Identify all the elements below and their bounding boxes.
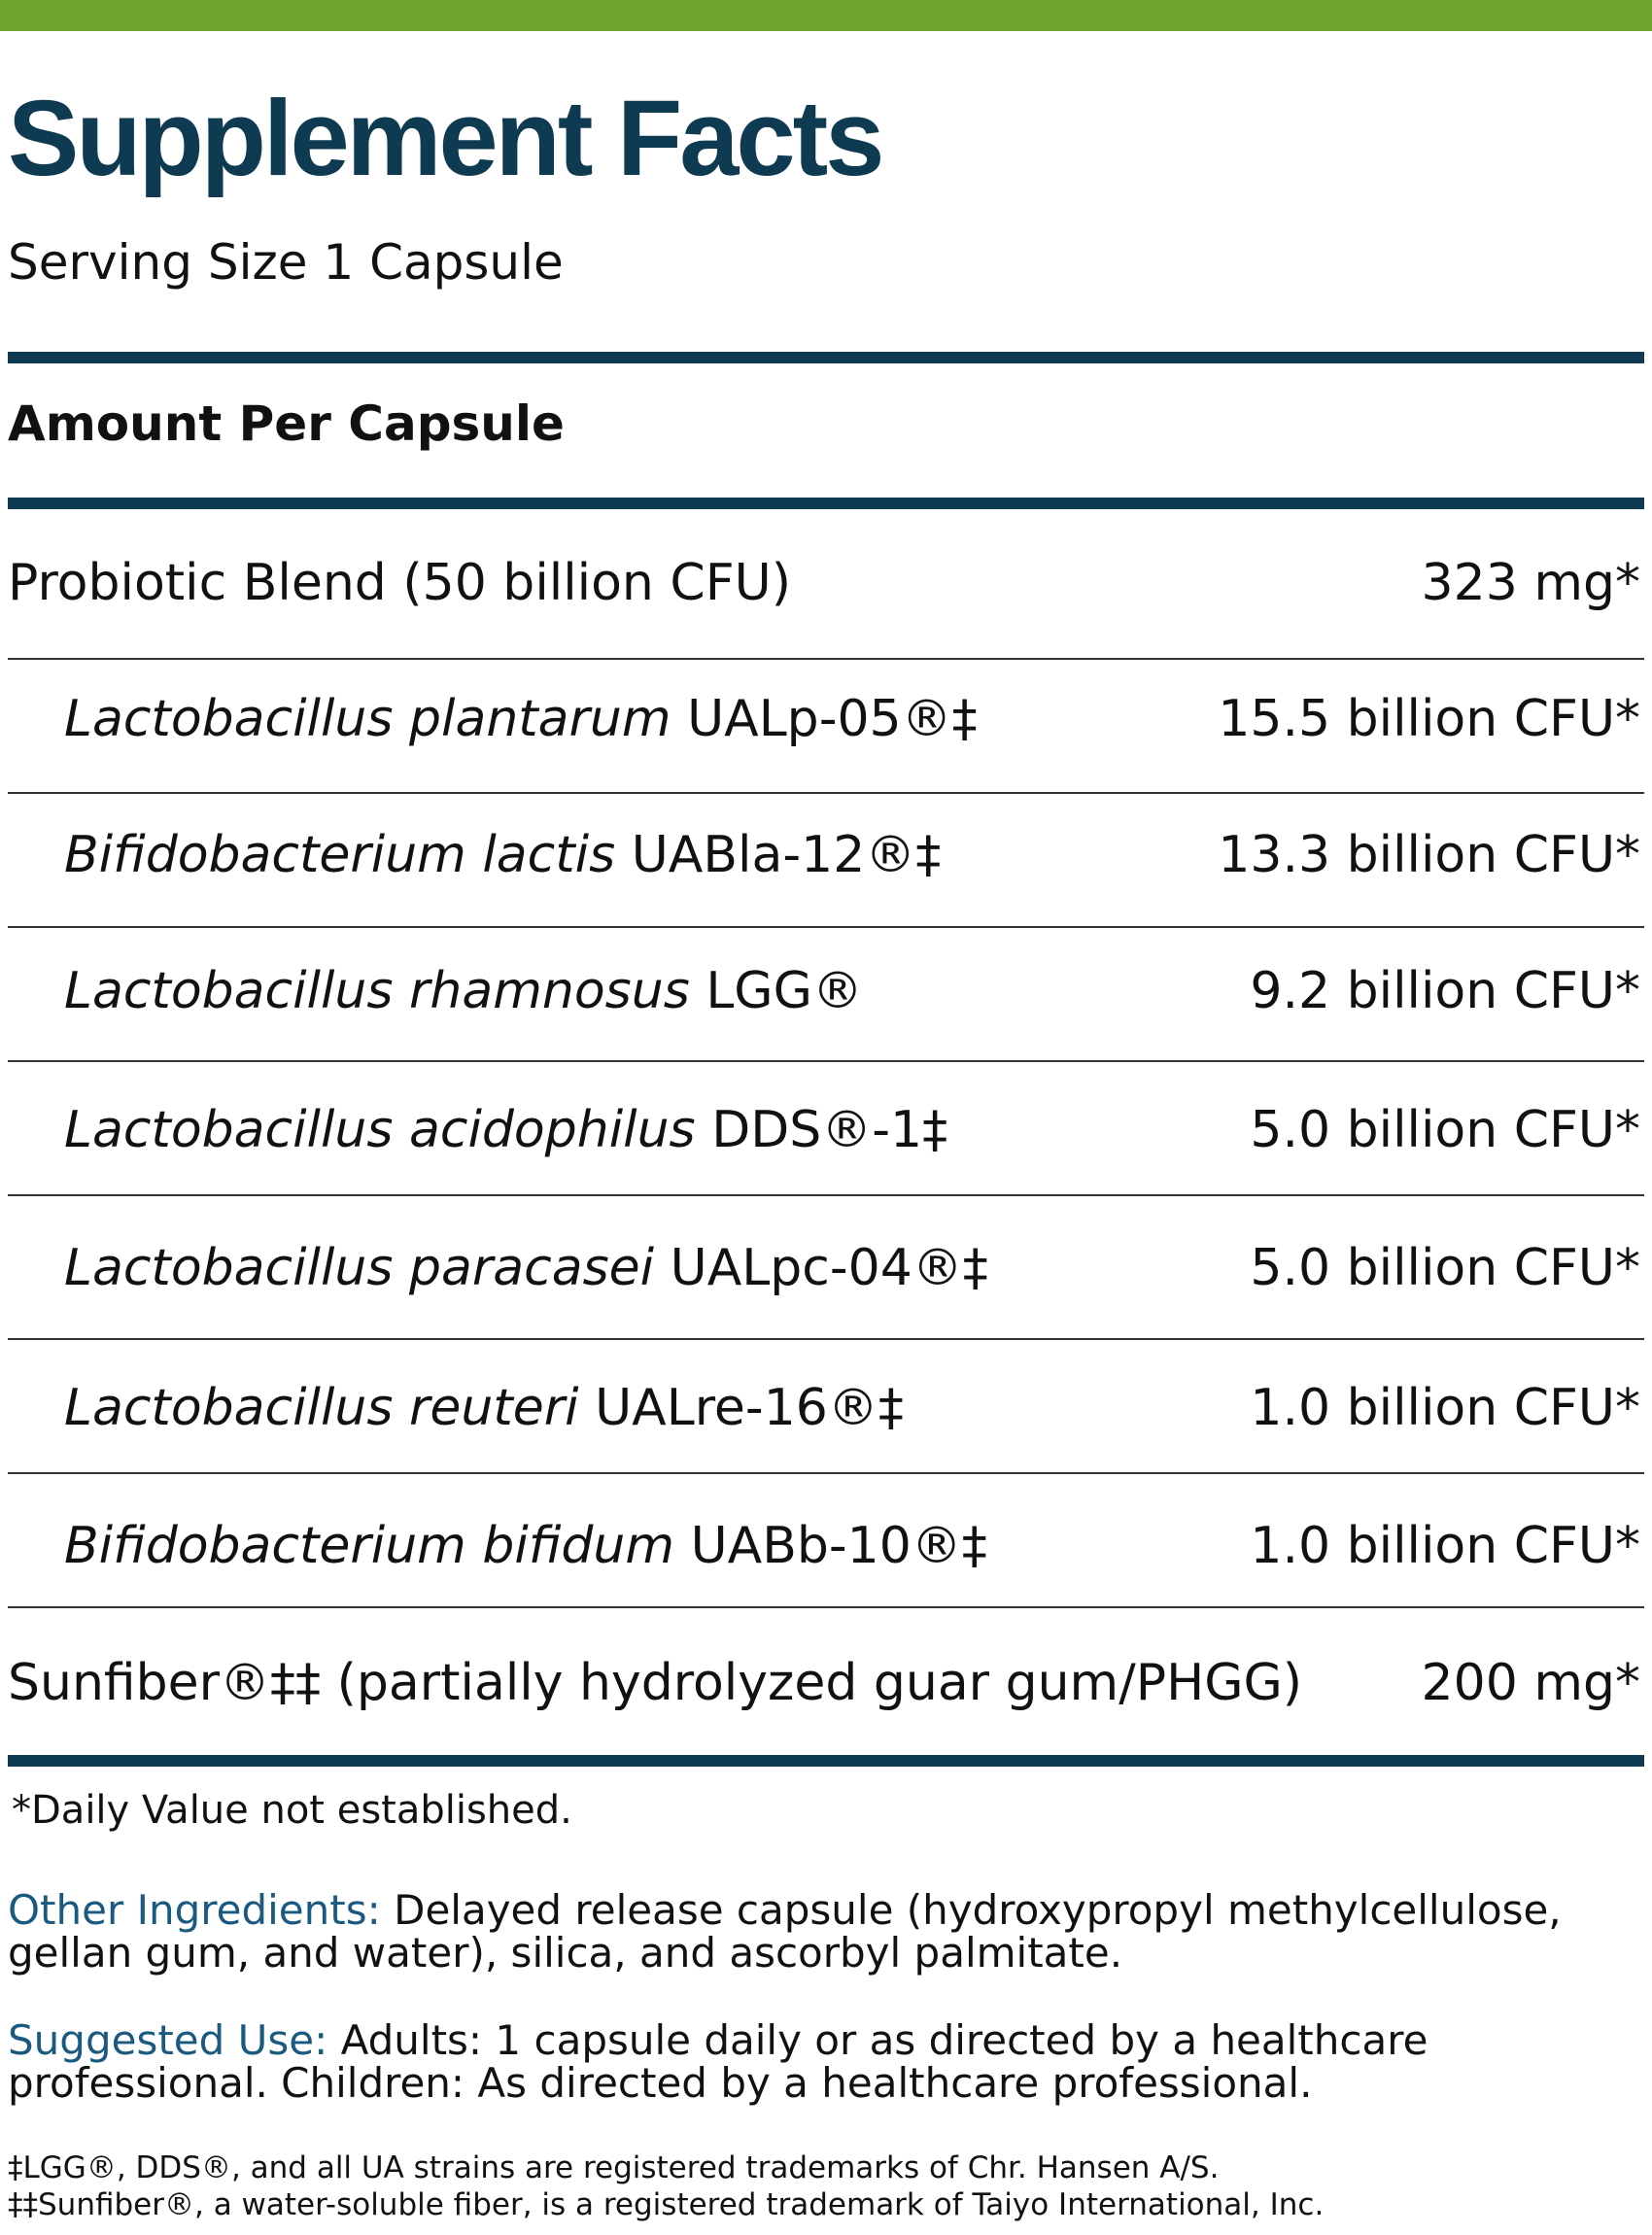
strain-name: Lactobacillus plantarum UALp-05®‡: [64, 685, 978, 753]
strain-amount: 5.0 billion CFU*: [1250, 1239, 1640, 1297]
trademark-notes: ‡LGG®, DDS®, and all UA strains are regi…: [8, 2149, 1640, 2223]
divider-thick: [8, 352, 1644, 363]
other-ingredients-text: Delayed release capsule (hydroxypropyl m…: [8, 1886, 1562, 1977]
divider-thick: [8, 498, 1644, 509]
strain-amount: 5.0 billion CFU*: [1250, 1101, 1640, 1159]
strain-id: DDS®-1‡: [711, 1101, 948, 1159]
strain-amount: 15.5 billion CFU*: [1218, 690, 1640, 748]
strain-name: Lactobacillus paracasei UALpc-04®‡: [64, 1234, 988, 1302]
suggested-use-text: Adults: 1 capsule daily or as directed b…: [8, 2016, 1428, 2107]
strain-row: Lactobacillus reuteri UALre-16®‡ 1.0 bil…: [8, 1374, 1640, 1442]
strain-id: UALpc-04®‡: [670, 1239, 988, 1297]
strain-row: Bifidobacterium lactis UABla-12®‡ 13.3 b…: [8, 821, 1640, 889]
divider-thin: [8, 792, 1644, 794]
page-title: Supplement Facts: [8, 79, 884, 198]
strain-row: Bifidobacterium bifidum UABb-10®‡ 1.0 bi…: [8, 1512, 1640, 1580]
strain-species: reuteri: [409, 1379, 579, 1437]
strain-id: UALre-16®‡: [595, 1379, 904, 1437]
strain-name: Bifidobacterium lactis UABla-12®‡: [64, 821, 941, 889]
strain-name: Bifidobacterium bifidum UABb-10®‡: [64, 1512, 987, 1580]
blend-name: Probiotic Blend (50 billion CFU): [8, 554, 791, 612]
strain-id: LGG®: [706, 962, 863, 1020]
strain-genus: Bifidobacterium: [64, 1517, 466, 1575]
serving-size: Serving Size 1 Capsule: [8, 234, 564, 291]
strain-species: lactis: [482, 826, 616, 884]
strain-amount: 13.3 billion CFU*: [1218, 826, 1640, 884]
strain-name: Lactobacillus rhamnosus LGG®: [64, 957, 863, 1025]
sunfiber-row: Sunfiber®‡‡ (partially hydrolyzed guar g…: [8, 1649, 1640, 1717]
strain-genus: Bifidobacterium: [64, 826, 466, 884]
other-ingredients-label: Other Ingredients:: [8, 1886, 381, 1934]
strain-species: acidophilus: [409, 1101, 696, 1159]
amount-per-capsule-header: Amount Per Capsule: [8, 395, 565, 452]
strain-row: Lactobacillus acidophilus DDS®-1‡ 5.0 bi…: [8, 1096, 1640, 1164]
strain-species: paracasei: [409, 1239, 655, 1297]
strain-id: UABb-10®‡: [690, 1517, 987, 1575]
sunfiber-name: Sunfiber®‡‡ (partially hydrolyzed guar g…: [8, 1654, 1303, 1712]
strain-row: Lactobacillus rhamnosus LGG® 9.2 billion…: [8, 957, 1640, 1025]
other-ingredients: Other Ingredients: Delayed release capsu…: [8, 1889, 1631, 1975]
strain-genus: Lactobacillus: [64, 1239, 394, 1297]
strain-amount: 9.2 billion CFU*: [1250, 962, 1640, 1020]
suggested-use-label: Suggested Use:: [8, 2016, 328, 2064]
strain-amount: 1.0 billion CFU*: [1250, 1517, 1640, 1575]
suggested-use: Suggested Use: Adults: 1 capsule daily o…: [8, 2019, 1631, 2105]
divider-thin: [8, 1606, 1644, 1608]
divider-thin: [8, 926, 1644, 928]
strain-id: UABla-12®‡: [631, 826, 942, 884]
blend-row: Probiotic Blend (50 billion CFU) 323 mg*: [8, 549, 1640, 617]
divider-thin: [8, 658, 1644, 660]
strain-genus: Lactobacillus: [64, 1101, 394, 1159]
strain-name: Lactobacillus acidophilus DDS®-1‡: [64, 1096, 947, 1164]
divider-thin: [8, 1338, 1644, 1340]
divider-thin: [8, 1194, 1644, 1196]
strain-genus: Lactobacillus: [64, 690, 394, 748]
strain-row: Lactobacillus plantarum UALp-05®‡ 15.5 b…: [8, 685, 1640, 753]
sunfiber-amount: 200 mg*: [1421, 1654, 1640, 1712]
divider-thin: [8, 1060, 1644, 1062]
strain-id: UALp-05®‡: [687, 690, 978, 748]
strain-name: Lactobacillus reuteri UALre-16®‡: [64, 1374, 904, 1442]
divider-thin: [8, 1472, 1644, 1474]
trademark-note: ‡‡Sunfiber®, a water-soluble fiber, is a…: [8, 2187, 1325, 2222]
divider-thick: [8, 1755, 1644, 1767]
blend-amount: 323 mg*: [1421, 554, 1640, 612]
daily-value-note: *Daily Value not established.: [12, 1788, 572, 1833]
strain-species: bifidum: [482, 1517, 675, 1575]
strain-genus: Lactobacillus: [64, 1379, 394, 1437]
top-accent-bar: [0, 0, 1652, 31]
strain-genus: Lactobacillus: [64, 962, 394, 1020]
strain-species: rhamnosus: [409, 962, 690, 1020]
strain-amount: 1.0 billion CFU*: [1250, 1379, 1640, 1437]
trademark-note: ‡LGG®, DDS®, and all UA strains are regi…: [8, 2150, 1220, 2185]
strain-species: plantarum: [409, 690, 671, 748]
strain-row: Lactobacillus paracasei UALpc-04®‡ 5.0 b…: [8, 1234, 1640, 1302]
